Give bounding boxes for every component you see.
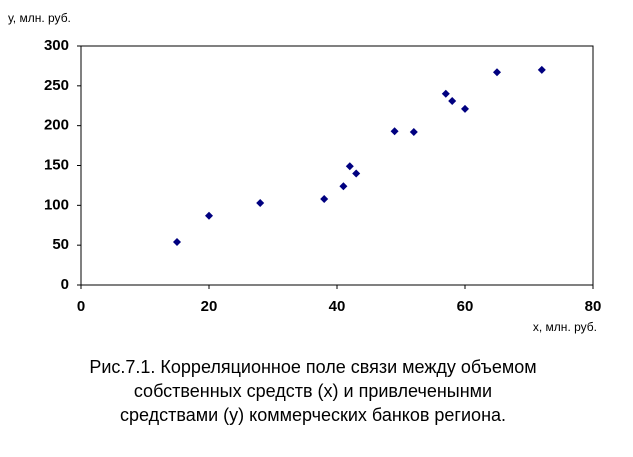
point [493, 68, 501, 77]
point [448, 96, 457, 105]
point [256, 198, 265, 207]
caption-line: средствами (у) коммерческих банков регио… [120, 405, 506, 425]
point [390, 127, 399, 136]
point [537, 65, 546, 74]
x-tick-label: 0 [77, 298, 85, 315]
caption-line: собственных средств (х) и привлеченынми [134, 381, 492, 401]
plot-frame [80, 45, 594, 286]
point [205, 211, 213, 220]
y-tick-label: 0 [61, 276, 69, 293]
x-axis-label: х, млн. руб. [533, 320, 597, 334]
point [352, 169, 361, 178]
point [345, 162, 354, 171]
y-tick-label: 50 [52, 236, 69, 253]
y-tick-label: 150 [44, 156, 69, 173]
point [339, 182, 348, 191]
x-tick-label: 60 [457, 298, 474, 315]
point [320, 194, 329, 203]
point [441, 89, 450, 98]
x-tick-label: 80 [585, 298, 602, 315]
point [409, 128, 418, 137]
caption-line: Рис.7.1. Корреляционное поле связи между… [89, 357, 536, 377]
y-tick-label: 200 [44, 117, 69, 134]
x-tick-label: 20 [201, 298, 218, 315]
y-axis-label: у, млн. руб. [8, 11, 71, 25]
y-tick-label: 100 [44, 196, 69, 213]
x-tick-label: 40 [329, 298, 346, 315]
y-tick-label: 250 [44, 77, 69, 94]
point [173, 237, 181, 246]
point [461, 104, 469, 113]
y-tick-label: 300 [44, 37, 69, 54]
